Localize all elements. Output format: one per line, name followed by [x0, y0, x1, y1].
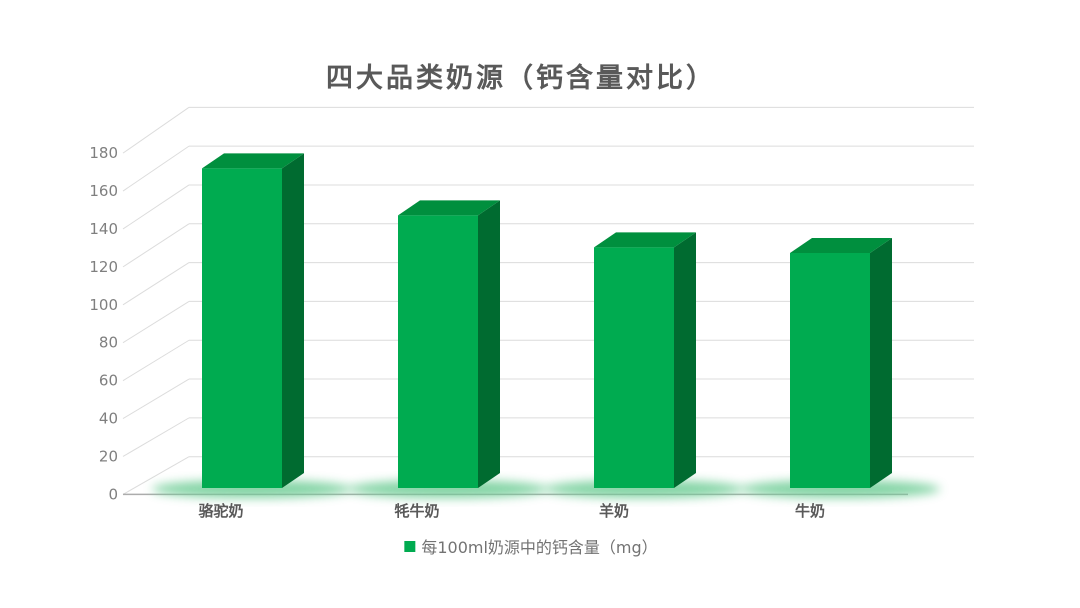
y-tick-label: 60	[99, 372, 118, 390]
category-label: 牦牛奶	[394, 502, 439, 520]
bar-front-face	[790, 253, 870, 488]
y-tick-label: 0	[108, 485, 118, 503]
bar-side-face	[478, 200, 500, 488]
y-tick-label: 180	[89, 144, 118, 162]
gridline-side-diagonal	[122, 378, 190, 419]
bar-front-face	[398, 215, 478, 488]
gridline-side-diagonal	[122, 262, 190, 306]
chart-title: 四大品类奶源（钙含量对比）	[326, 63, 716, 94]
gridline-side-diagonal	[122, 417, 190, 457]
bar-front-face	[594, 247, 674, 488]
category-label: 羊奶	[599, 502, 629, 520]
legend-label: 每100ml奶源中的钙含量（mg）	[421, 538, 658, 557]
legend-swatch-icon	[404, 540, 416, 552]
bar-side-face	[674, 232, 696, 488]
bar-top-face	[202, 153, 304, 169]
gridline-side-diagonal	[122, 184, 190, 230]
gridline-side-diagonal	[122, 223, 190, 268]
gridline-side-diagonal	[122, 300, 190, 344]
y-tick-label: 20	[99, 447, 118, 465]
y-tick-label: 140	[89, 220, 118, 238]
gridline-side-diagonal	[122, 339, 190, 382]
bar-side-face	[870, 238, 892, 488]
category-label: 骆驼奶	[198, 502, 243, 520]
gridline-side-diagonal	[122, 106, 190, 154]
gridline-side-diagonal	[122, 145, 190, 192]
bar-top-face	[594, 232, 696, 248]
y-tick-label: 120	[89, 258, 118, 276]
bar-top-face	[398, 200, 500, 216]
category-label: 牛奶	[795, 502, 825, 520]
bar-front-face	[202, 168, 282, 488]
axis-labels-layer: 0 20 40 60 80 100 120 140 160 180 骆驼奶 牦牛奶 羊奶 牛奶	[89, 144, 825, 520]
y-tick-label: 100	[89, 296, 118, 314]
legend: 每100ml奶源中的钙含量（mg）	[404, 534, 658, 558]
bar-top-face	[790, 238, 892, 253]
bars-layer	[152, 153, 940, 498]
bar-side-face	[282, 153, 304, 488]
y-tick-label: 40	[99, 410, 118, 428]
gridline-side-diagonal	[122, 456, 190, 495]
y-tick-label: 80	[99, 334, 118, 352]
y-tick-label: 160	[89, 182, 118, 200]
